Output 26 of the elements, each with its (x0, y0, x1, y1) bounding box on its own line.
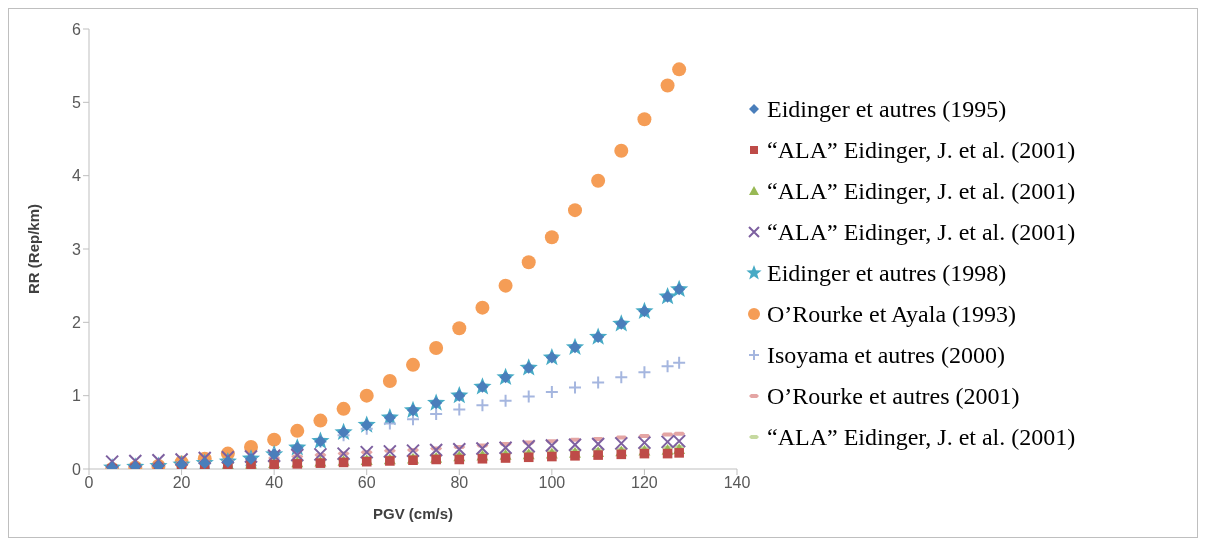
y-axis-title: RR (Rep/km) (25, 203, 43, 295)
legend-label: Eidinger et autres (1995) (767, 94, 1007, 124)
x-tick-label: 140 (723, 474, 751, 492)
legend-label: O’Rourke et autres (2001) (767, 381, 1020, 411)
y-tick-label: 2 (72, 314, 82, 332)
y-tick-label: 5 (72, 94, 82, 112)
y-tick-label: 3 (72, 240, 82, 258)
x-tick-label: 100 (538, 474, 566, 492)
x-tick-label: 80 (450, 474, 469, 492)
legend-label: O’Rourke et Ayala (1993) (767, 299, 1017, 329)
legend-label: Isoyama et autres (2000) (767, 340, 1005, 370)
legend-label: “ALA” Eidinger, J. et al. (2001) (767, 422, 1076, 452)
x-tick-label: 40 (265, 474, 284, 492)
legend-label: “ALA” Eidinger, J. et al. (2001) (767, 217, 1076, 247)
x-tick-label: 0 (84, 474, 94, 492)
y-tick-label: 0 (72, 460, 82, 478)
y-tick-label: 1 (72, 387, 82, 405)
legend-label: Eidinger et autres (1998) (767, 258, 1007, 288)
y-tick-label: 4 (72, 167, 82, 185)
x-tick-label: 60 (357, 474, 376, 492)
legend-label: “ALA” Eidinger, J. et al. (2001) (767, 176, 1076, 206)
y-tick-label: 6 (72, 20, 82, 38)
x-axis-title: PGV (cm/s) (372, 505, 454, 522)
x-tick-label: 120 (631, 474, 658, 492)
x-tick-label: 20 (172, 474, 191, 492)
legend-label: “ALA” Eidinger, J. et al. (2001) (767, 135, 1076, 165)
